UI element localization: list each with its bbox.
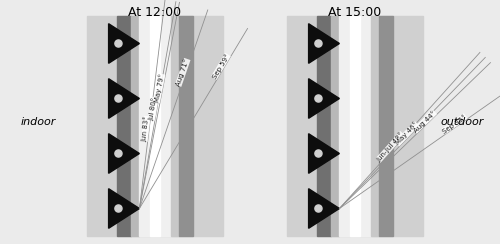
Bar bbox=[139, 16, 171, 236]
Text: May 46°: May 46° bbox=[394, 121, 419, 146]
Text: outdoor: outdoor bbox=[440, 117, 484, 127]
Polygon shape bbox=[108, 79, 140, 118]
Bar bbox=[317, 16, 331, 236]
Polygon shape bbox=[308, 134, 340, 173]
Bar bbox=[379, 16, 393, 236]
Circle shape bbox=[115, 150, 122, 157]
Polygon shape bbox=[308, 79, 340, 118]
Bar bbox=[171, 16, 179, 236]
Bar bbox=[339, 16, 371, 236]
Circle shape bbox=[315, 150, 322, 157]
Polygon shape bbox=[108, 189, 140, 228]
Text: Aug 44°: Aug 44° bbox=[412, 109, 437, 134]
Bar bbox=[87, 16, 223, 236]
Bar bbox=[287, 16, 423, 236]
Text: May 79°: May 79° bbox=[154, 73, 166, 103]
Circle shape bbox=[115, 95, 122, 102]
Bar bbox=[131, 16, 139, 236]
Bar bbox=[331, 16, 339, 236]
Text: Jun-Jul 48°: Jun-Jul 48° bbox=[376, 131, 405, 163]
Text: Jun 83°: Jun 83° bbox=[141, 116, 150, 142]
Bar bbox=[350, 16, 360, 236]
Circle shape bbox=[115, 40, 122, 47]
Polygon shape bbox=[108, 24, 140, 63]
Circle shape bbox=[315, 205, 322, 212]
Bar bbox=[150, 16, 160, 236]
Text: Sep 59°: Sep 59° bbox=[211, 53, 231, 80]
Text: At 12:00: At 12:00 bbox=[128, 6, 182, 19]
Bar bbox=[179, 16, 193, 236]
Text: Jul 80°: Jul 80° bbox=[148, 97, 159, 121]
Circle shape bbox=[315, 95, 322, 102]
Text: At 15:00: At 15:00 bbox=[328, 6, 382, 19]
Text: Aug 71°: Aug 71° bbox=[175, 58, 190, 87]
Polygon shape bbox=[308, 189, 340, 228]
Text: indoor: indoor bbox=[20, 117, 56, 127]
Text: Sep 35°: Sep 35° bbox=[441, 113, 468, 134]
Bar bbox=[371, 16, 379, 236]
Circle shape bbox=[315, 40, 322, 47]
Circle shape bbox=[115, 205, 122, 212]
Polygon shape bbox=[308, 24, 340, 63]
Bar bbox=[117, 16, 131, 236]
Polygon shape bbox=[108, 134, 140, 173]
